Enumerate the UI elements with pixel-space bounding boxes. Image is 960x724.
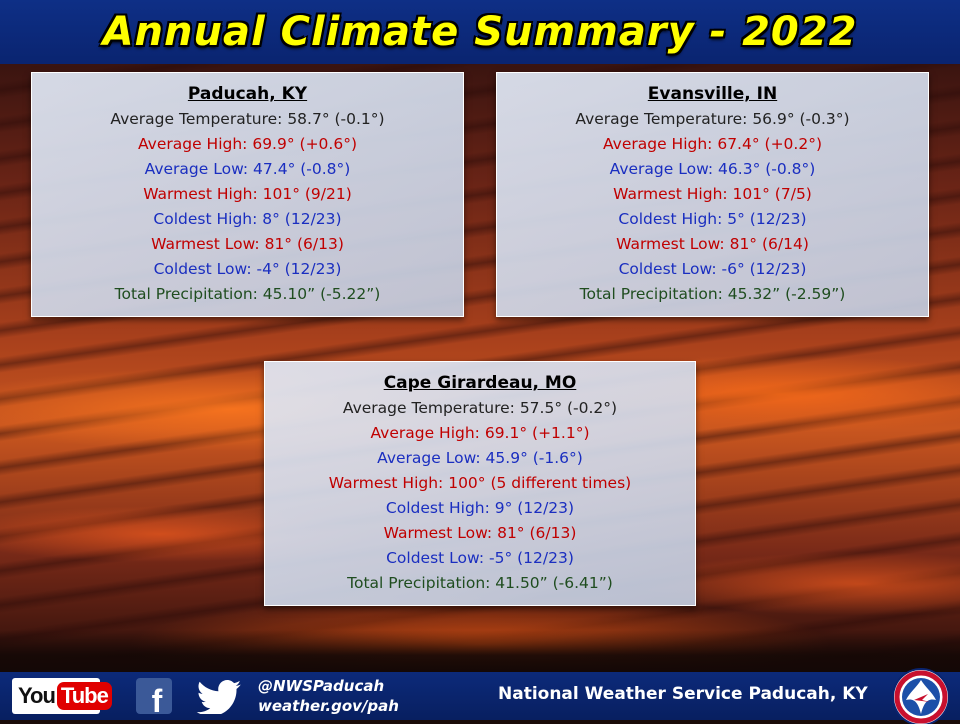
stat-row: Coldest Low: -6° (12/23) xyxy=(618,260,807,278)
treeline-silhouette xyxy=(0,630,960,672)
stat-row: Warmest High: 100° (5 different times) xyxy=(328,474,632,492)
stat-row: Average Temperature: 58.7° (-0.1°) xyxy=(110,110,385,128)
stat-row: Average Low: 45.9° (-1.6°) xyxy=(377,449,583,467)
title-banner: Annual Climate Summary - 2022 xyxy=(0,0,960,64)
station-name: Evansville, IN xyxy=(647,84,778,104)
stat-row: Average Temperature: 56.9° (-0.3°) xyxy=(575,110,850,128)
youtube-you-text: You xyxy=(18,683,56,708)
youtube-logo[interactable]: You Tube xyxy=(12,678,112,714)
stat-row: Average High: 69.9° (+0.6°) xyxy=(137,135,358,153)
stat-row: Total Precipitation: 45.10” (-5.22”) xyxy=(114,285,381,303)
twitter-handle[interactable]: @NWSPaducah xyxy=(258,677,385,695)
stat-row: Average High: 69.1° (+1.1°) xyxy=(370,424,590,442)
page-title: Annual Climate Summary - 2022 xyxy=(102,9,858,55)
facebook-letter: f xyxy=(151,683,163,714)
twitter-icon[interactable] xyxy=(196,680,242,714)
stat-row: Total Precipitation: 41.50” (-6.41”) xyxy=(347,574,613,592)
stat-row: Warmest High: 101° (9/21) xyxy=(143,185,352,203)
station-name: Cape Girardeau, MO xyxy=(383,373,577,393)
station-name: Paducah, KY xyxy=(187,84,308,104)
office-name: National Weather Service Paducah, KY xyxy=(498,684,868,704)
social-handles: @NWSPaducah weather.gov/pah xyxy=(258,676,399,716)
station-card-cape-girardeau: Cape Girardeau, MO Average Temperature: … xyxy=(264,361,696,606)
stat-row: Warmest Low: 81° (6/13) xyxy=(151,235,344,253)
stat-row: Coldest High: 8° (12/23) xyxy=(153,210,342,228)
nws-logo xyxy=(894,670,948,724)
stat-row: Average Temperature: 57.5° (-0.2°) xyxy=(342,399,618,417)
stat-row: Coldest High: 5° (12/23) xyxy=(618,210,807,228)
stat-row: Average Low: 47.4° (-0.8°) xyxy=(144,160,351,178)
stat-row: Warmest High: 101° (7/5) xyxy=(613,185,812,203)
youtube-tube-text: Tube xyxy=(56,682,112,710)
stat-row: Coldest Low: -4° (12/23) xyxy=(153,260,342,278)
station-card-paducah: Paducah, KY Average Temperature: 58.7° (… xyxy=(31,72,464,317)
website-link[interactable]: weather.gov/pah xyxy=(258,697,399,715)
stat-row: Average High: 67.4° (+0.2°) xyxy=(602,135,823,153)
stat-row: Warmest Low: 81° (6/13) xyxy=(383,524,577,542)
facebook-icon[interactable]: f xyxy=(136,678,172,714)
stat-row: Average Low: 46.3° (-0.8°) xyxy=(609,160,816,178)
stat-row: Coldest Low: -5° (12/23) xyxy=(386,549,574,567)
stat-row: Coldest High: 9° (12/23) xyxy=(385,499,575,517)
stat-row: Total Precipitation: 45.32” (-2.59”) xyxy=(579,285,846,303)
station-card-evansville: Evansville, IN Average Temperature: 56.9… xyxy=(496,72,929,317)
stat-row: Warmest Low: 81° (6/14) xyxy=(616,235,809,253)
